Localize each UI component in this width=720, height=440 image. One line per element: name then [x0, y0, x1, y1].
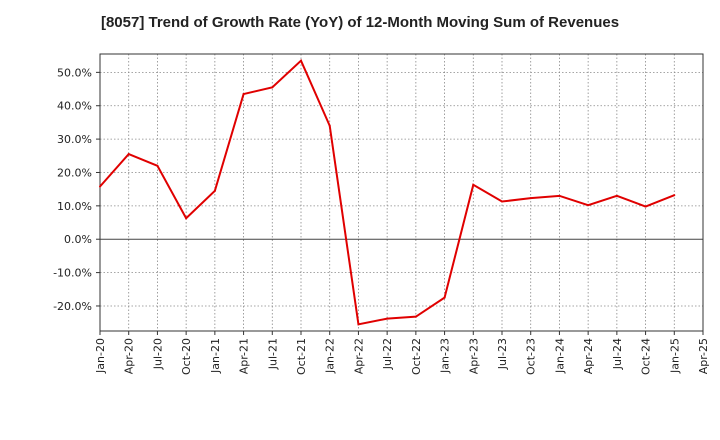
- series-layer: [99, 58, 676, 326]
- data-point: [501, 200, 503, 203]
- y-tick-label: 10.0%: [57, 200, 92, 213]
- x-tick-label: Oct-24: [640, 338, 653, 375]
- x-tick-label: Oct-20: [180, 338, 193, 375]
- x-tick-label: Apr-25: [697, 338, 710, 374]
- y-tick-label: -20.0%: [53, 300, 92, 313]
- data-point: [472, 183, 475, 186]
- y-tick-label: 40.0%: [57, 100, 92, 113]
- data-point: [357, 323, 360, 326]
- data-point: [644, 205, 647, 208]
- data-point: [414, 315, 417, 318]
- y-tick-label: 0.0%: [64, 233, 92, 246]
- x-tick-label: Jul-21: [266, 338, 279, 370]
- x-tick-label: Apr-21: [238, 338, 251, 374]
- data-point: [587, 204, 590, 207]
- x-tick-label: Apr-23: [467, 338, 480, 374]
- x-tick-label: Jul-22: [381, 338, 394, 370]
- plot-frame: [99, 53, 704, 332]
- x-axis-labels: Jan-20 Apr-20 Jul-20 Oct-20 Jan-21 Apr-21 Jul-…: [94, 338, 710, 375]
- chart-title: [8057] Trend of Growth Rate (YoY) of 12-…: [100, 14, 620, 31]
- data-point: [558, 194, 561, 197]
- y-axis-labels: 50.0% 40.0% 30.0% 20.0% 10.0% 0.0% -10.0% -20.0…: [53, 66, 92, 313]
- x-tick-label: Jul-23: [496, 338, 509, 370]
- grid-lines: [99, 54, 704, 331]
- data-point: [185, 217, 188, 220]
- x-tick-label: Apr-24: [582, 338, 595, 374]
- data-point: [615, 194, 618, 197]
- x-tick-label: Jan-21: [209, 338, 222, 374]
- x-tick-label: Apr-20: [123, 338, 136, 374]
- y-tick-label: -10.0%: [53, 267, 92, 280]
- x-tick-label: Jul-20: [151, 338, 164, 370]
- data-point: [242, 93, 245, 96]
- data-point: [271, 86, 274, 89]
- x-tick-label: Jan-25: [668, 338, 681, 374]
- data-point: [328, 124, 331, 127]
- y-tick-label: 20.0%: [57, 166, 92, 179]
- data-point: [529, 197, 532, 200]
- x-tick-label: Oct-22: [410, 338, 423, 375]
- data-point: [443, 296, 446, 299]
- data-point: [673, 194, 676, 197]
- data-point: [386, 317, 389, 320]
- x-tick-label: Jan-22: [324, 338, 337, 374]
- data-point: [300, 59, 302, 62]
- data-point: [213, 189, 216, 192]
- x-tick-label: Jan-20: [94, 338, 107, 374]
- y-tick-label: 50.0%: [57, 66, 92, 79]
- data-point: [127, 153, 130, 156]
- axes: [96, 53, 704, 335]
- data-point: [156, 164, 159, 167]
- x-tick-label: Apr-22: [352, 338, 365, 374]
- x-tick-label: Oct-23: [525, 338, 538, 375]
- data-point: [99, 185, 101, 188]
- x-tick-label: Jul-24: [611, 338, 624, 370]
- x-tick-label: Jan-23: [439, 338, 452, 374]
- x-tick-label: Jan-24: [553, 338, 566, 374]
- x-tick-label: Oct-21: [295, 338, 308, 375]
- y-tick-label: 30.0%: [57, 133, 92, 146]
